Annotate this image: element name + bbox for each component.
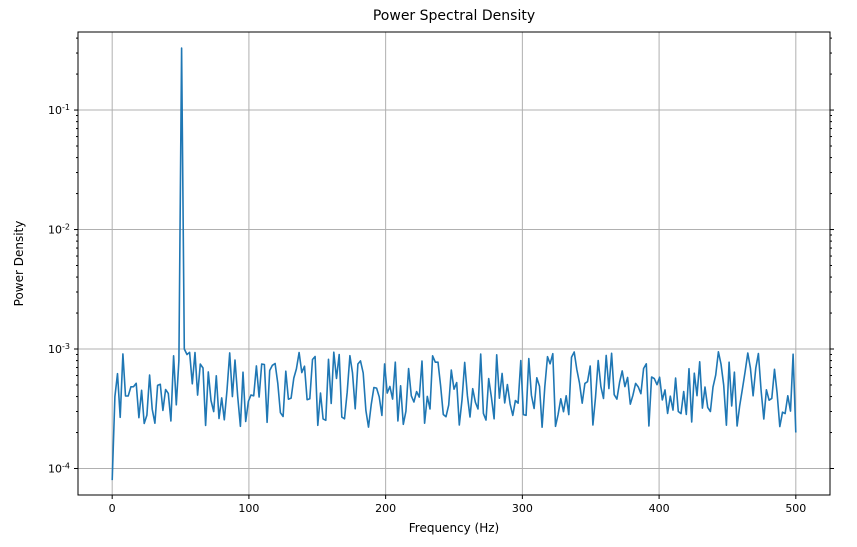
y-axis-label: Power Density: [12, 221, 26, 307]
x-tick-label: 500: [785, 502, 806, 515]
chart-title: Power Spectral Density: [373, 8, 535, 24]
y-tick-label: 10-3: [48, 342, 70, 357]
chart-svg: 0 100 200 300 400 500 10-4 10-3 10-2 10-1 Frequenc…: [0, 0, 857, 547]
x-tick-label: 200: [375, 502, 396, 515]
y-tick-label: 10-4: [48, 461, 70, 476]
grid: [78, 32, 830, 495]
x-tick-label: 100: [238, 502, 259, 515]
psd-line: [112, 48, 796, 480]
x-axis: 0 100 200 300 400 500: [109, 495, 807, 515]
spines: [78, 32, 830, 495]
y-tick-label: 10-1: [48, 103, 70, 118]
y-axis: 10-4 10-3 10-2 10-1: [48, 38, 834, 475]
x-tick-label: 0: [109, 502, 116, 515]
x-tick-label: 400: [649, 502, 670, 515]
psd-chart: 0 100 200 300 400 500 10-4 10-3 10-2 10-1 Frequenc…: [0, 0, 857, 547]
x-axis-label: Frequency (Hz): [409, 521, 500, 535]
y-tick-label: 10-2: [48, 222, 70, 237]
x-tick-label: 300: [512, 502, 533, 515]
